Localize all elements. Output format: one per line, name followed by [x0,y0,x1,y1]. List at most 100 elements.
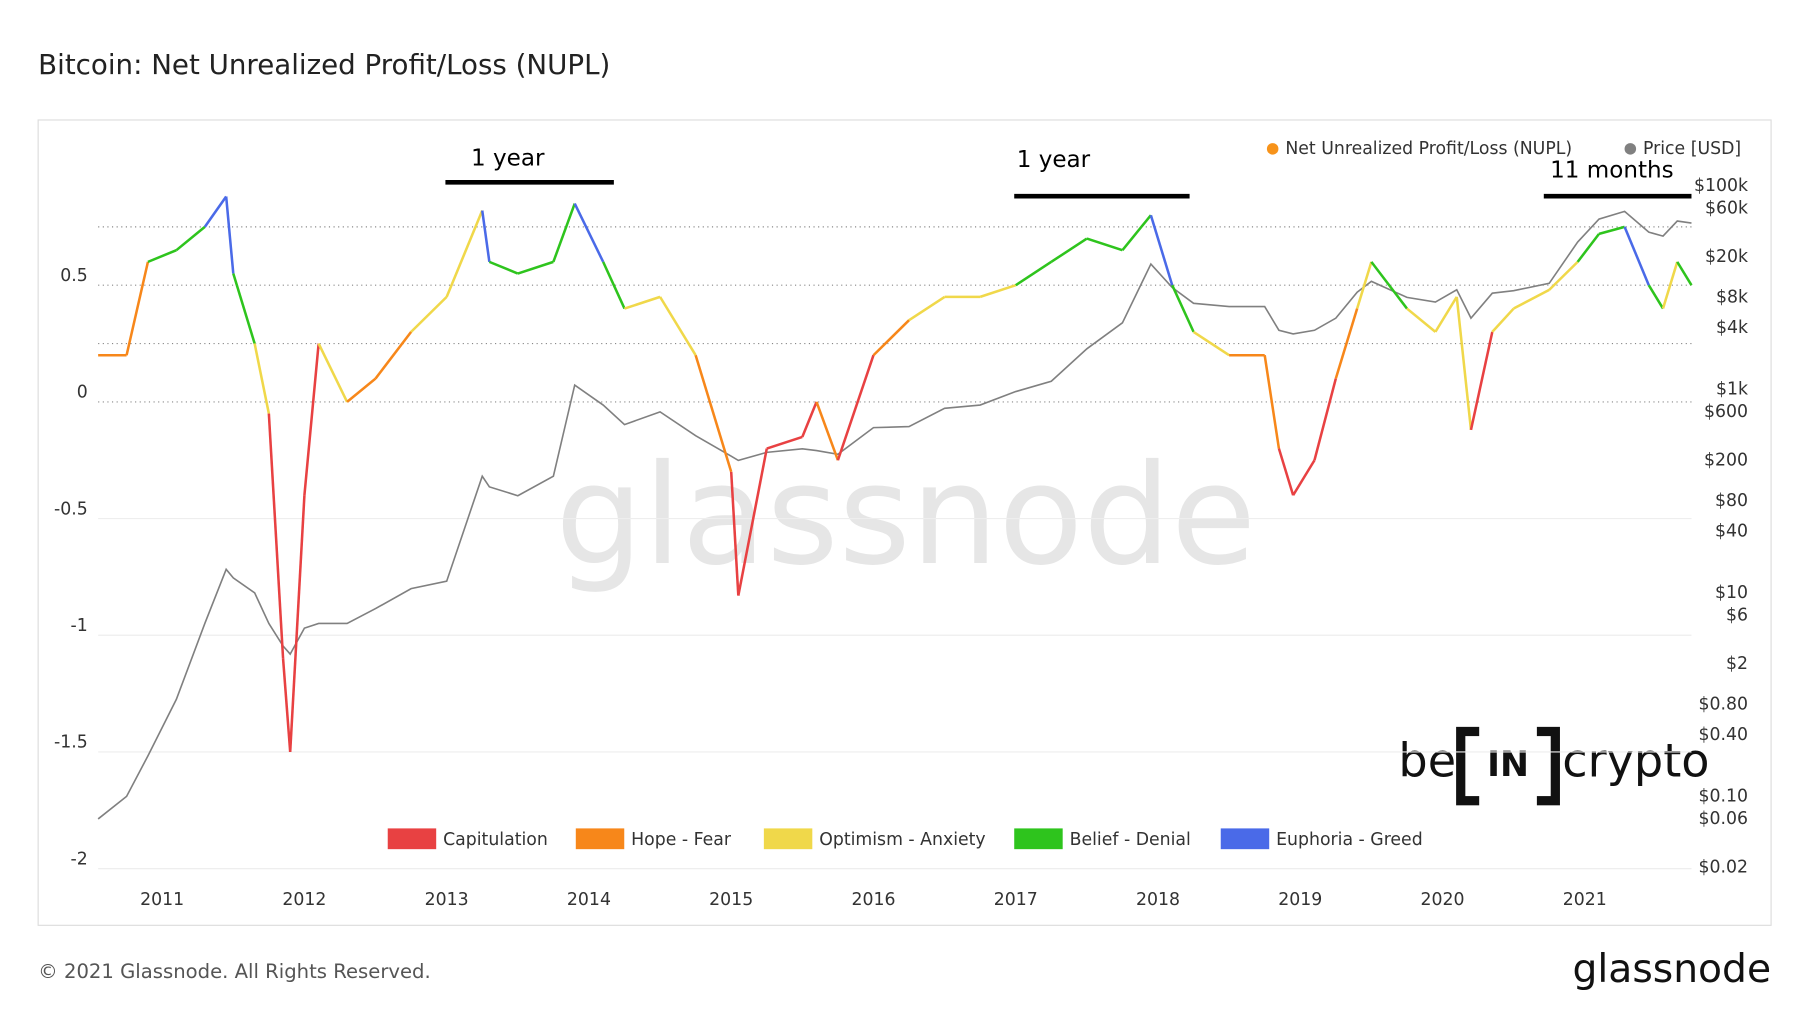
nupl-segment [288,495,306,753]
logo-gap [1479,724,1537,808]
nupl-segment [658,296,697,356]
nupl-segment [445,210,484,298]
y2-tick-label: $0.10 [1698,786,1748,806]
nupl-segment [624,295,661,310]
nupl-segment [1050,237,1088,263]
nupl-segment [836,354,875,461]
nupl-segment [1149,214,1174,286]
y2-tick-label: $2 [1726,654,1748,674]
price-line [97,210,1692,820]
x-tick-label: 2017 [994,890,1038,910]
y2-tick-label: $1k [1716,379,1748,399]
x-tick-label: 2012 [282,890,326,910]
y-tick-label: -0.5 [54,499,88,519]
zone-label: Belief - Denial [1070,830,1191,850]
nupl-segment [908,295,946,322]
nupl-segment [1121,214,1152,252]
zone-swatch [1220,828,1270,850]
y2-tick-label: $4k [1716,318,1748,338]
y2-tick-label: $40 [1715,522,1748,542]
y-tick-label: 0.5 [60,266,88,286]
zone-label: Hope - Fear [631,830,732,850]
zone-swatch [575,828,625,850]
nupl-segment [737,448,769,596]
zone-swatch [763,828,813,850]
logo-text: crypto [1562,733,1709,787]
x-tick-label: 2013 [425,890,469,910]
x-tick-label: 2014 [567,890,611,910]
plot-frame [37,119,1772,926]
y-tick-label: -1 [71,616,88,636]
nupl-segment [1171,284,1195,333]
nupl-segment [374,331,413,380]
y2-tick-label: $80 [1715,491,1748,511]
legend-label: Net Unrealized Profit/Loss (NUPL) [1285,139,1572,159]
nupl-segment [1576,233,1601,263]
nupl-segment [729,471,740,596]
nupl-segment [203,195,228,228]
nupl-segment [1434,296,1458,333]
x-tick-label: 2015 [709,890,753,910]
x-tick-label: 2011 [140,890,184,910]
y2-tick-label: $600 [1704,402,1748,422]
y2-tick-label: $10 [1715,583,1748,603]
zone-label: Euphoria - Greed [1276,830,1423,850]
nupl-segment [253,343,271,414]
zone-label: Capitulation [443,830,548,850]
legend-dot [1266,143,1279,155]
y2-tick-label: $6 [1726,605,1748,625]
x-tick-label: 2019 [1278,890,1322,910]
annotation: 1 year [1017,147,1091,173]
nupl-segment [872,319,910,357]
nupl-segment [147,249,177,264]
nupl-segment [281,658,292,753]
nupl-segment [1491,307,1515,333]
nupl-segment [1598,225,1625,236]
nupl-segment [1623,226,1650,286]
nupl-segment [1334,308,1359,379]
nupl-segment [766,435,803,450]
y2-tick-label: $0.40 [1698,725,1748,745]
nupl-segment [801,401,818,438]
nupl-segment [267,413,285,659]
y2-tick-label: $0.80 [1698,694,1748,714]
nupl-segment [1661,261,1679,309]
logo-text: be [1398,733,1456,787]
nupl-segment [346,377,377,403]
legend-dot [1624,143,1637,155]
annotation-lines [445,179,1692,199]
y2-tick-label: $60k [1705,198,1748,218]
y-tick-label: -2 [71,849,88,869]
nupl-segment [1263,355,1281,449]
legend-label: Price [USD] [1643,139,1741,159]
nupl-segment [303,343,320,496]
y2-tick-label: $8k [1716,287,1748,307]
x-tick-label: 2016 [851,890,895,910]
logo-text: IN [1487,745,1529,785]
y2-tick-label: $20k [1705,247,1748,267]
y-tick-label: 0 [77,383,88,403]
nupl-segment [815,401,840,461]
nupl-segment [573,202,605,263]
nupl-segment [1015,260,1052,287]
nupl-segment [1192,330,1230,357]
watermark: glassnode [555,434,1256,596]
nupl-segment [480,210,491,263]
nupl-segment [488,260,519,275]
nupl-segment [602,261,626,310]
annotation: 1 year [471,146,545,172]
nupl-segment [175,225,206,252]
nupl-segment [517,260,554,275]
logo: be IN crypto [1398,724,1710,808]
y2-tick-label: $0.06 [1698,809,1748,829]
nupl-segment [979,284,1017,299]
x-tick-label: 2020 [1421,890,1465,910]
footer-copyright: © 2021 Glassnode. All Rights Reserved. [38,960,431,983]
zone-swatch [1014,828,1063,850]
nupl-segment [552,203,576,263]
footer-brand: glassnode [1573,947,1772,992]
zone-swatch [387,828,437,850]
nupl-segment [1370,261,1408,310]
nupl-segment [694,354,733,473]
nupl-segment [1647,284,1665,310]
